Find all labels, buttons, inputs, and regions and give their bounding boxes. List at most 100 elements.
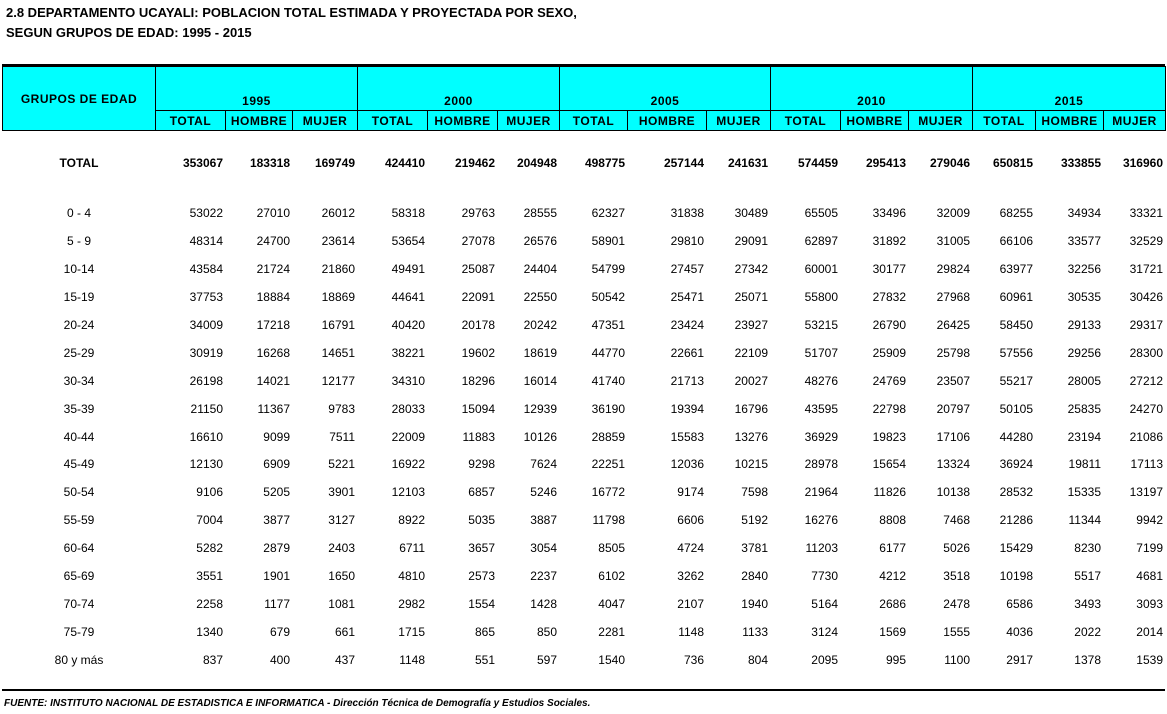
cell-value: 29091 xyxy=(734,233,768,248)
cell-value: 4681 xyxy=(1136,569,1163,584)
cell-value: 27342 xyxy=(734,261,768,276)
cell-value: 15583 xyxy=(670,429,704,444)
cell-value: 1540 xyxy=(598,653,625,668)
cell-value: 19823 xyxy=(872,429,906,444)
footer-rule xyxy=(2,689,1165,691)
total-value: 241631 xyxy=(727,156,768,170)
cell-value: 1148 xyxy=(399,653,425,668)
cell-value: 3901 xyxy=(328,485,355,500)
column-header: TOTAL xyxy=(357,110,428,131)
cell-value: 2014 xyxy=(1136,625,1163,640)
cell-value: 3493 xyxy=(1074,597,1101,612)
cell-value: 29133 xyxy=(1067,317,1101,332)
cell-value: 12177 xyxy=(321,373,355,388)
cell-value: 49491 xyxy=(391,261,425,276)
cell-value: 22091 xyxy=(461,289,495,304)
cell-value: 38221 xyxy=(391,345,425,360)
cell-value: 7468 xyxy=(943,513,970,528)
cell-value: 850 xyxy=(536,625,557,640)
cell-value: 10198 xyxy=(999,569,1033,584)
cell-value: 14021 xyxy=(256,373,290,388)
age-label: 45-49 xyxy=(63,457,95,472)
cell-value: 48276 xyxy=(804,373,838,388)
cell-value: 44280 xyxy=(999,429,1033,444)
cell-value: 16610 xyxy=(189,429,223,444)
cell-value: 1539 xyxy=(1136,653,1163,668)
cell-value: 28532 xyxy=(999,485,1033,500)
cell-value: 20797 xyxy=(936,401,970,416)
total-value: 183318 xyxy=(249,156,290,170)
cell-value: 29824 xyxy=(936,261,970,276)
cell-value: 29810 xyxy=(670,233,704,248)
cell-value: 7199 xyxy=(1136,541,1163,556)
total-value: 257144 xyxy=(663,156,704,170)
cell-value: 679 xyxy=(269,625,290,640)
cell-value: 865 xyxy=(474,625,495,640)
cell-value: 28033 xyxy=(391,401,425,416)
cell-value: 29256 xyxy=(1067,345,1101,360)
cell-value: 6606 xyxy=(677,513,704,528)
cell-value: 3657 xyxy=(468,541,495,556)
cell-value: 661 xyxy=(334,625,355,640)
cell-value: 3877 xyxy=(263,513,290,528)
cell-value: 15654 xyxy=(872,457,906,472)
cell-value: 40420 xyxy=(391,317,425,332)
cell-value: 31005 xyxy=(936,233,970,248)
total-value: 424410 xyxy=(384,156,425,170)
cell-value: 54799 xyxy=(591,261,625,276)
cell-value: 20242 xyxy=(523,317,557,332)
cell-value: 16276 xyxy=(804,513,838,528)
cell-value: 62327 xyxy=(591,206,625,220)
year-header: 2000 xyxy=(357,66,560,111)
column-header: HOMBRE xyxy=(225,110,293,131)
cell-value: 5221 xyxy=(328,457,355,472)
cell-value: 8922 xyxy=(398,513,425,528)
cell-value: 26198 xyxy=(189,373,223,388)
column-header: HOMBRE xyxy=(1035,110,1104,131)
cell-value: 12130 xyxy=(189,457,223,472)
cell-value: 1133 xyxy=(742,625,768,640)
cell-value: 19811 xyxy=(1068,457,1101,472)
cell-value: 44641 xyxy=(391,289,425,304)
cell-value: 837 xyxy=(202,653,223,668)
cell-value: 6102 xyxy=(598,569,625,584)
cell-value: 1148 xyxy=(678,625,704,640)
cell-value: 13197 xyxy=(1129,485,1163,500)
cell-value: 32009 xyxy=(936,206,970,220)
cell-value: 21086 xyxy=(1129,429,1163,444)
age-label: 15-19 xyxy=(63,289,95,304)
cell-value: 28300 xyxy=(1129,345,1163,360)
source-note: FUENTE: INSTITUTO NACIONAL DE ESTADISTIC… xyxy=(4,698,591,709)
total-label: TOTAL xyxy=(59,156,99,170)
cell-value: 25471 xyxy=(670,289,704,304)
column-header: MUJER xyxy=(1103,110,1166,131)
cell-value: 804 xyxy=(747,653,768,668)
age-label: 70-74 xyxy=(63,597,95,612)
cell-value: 30177 xyxy=(872,261,906,276)
column-header: HOMBRE xyxy=(427,110,498,131)
cell-value: 47351 xyxy=(591,317,625,332)
cell-value: 3093 xyxy=(1136,597,1163,612)
cell-value: 66106 xyxy=(999,233,1033,248)
cell-value: 1378 xyxy=(1074,653,1101,668)
cell-value: 18296 xyxy=(461,373,495,388)
cell-value: 2095 xyxy=(811,653,838,668)
column-header: MUJER xyxy=(292,110,358,131)
cell-value: 3781 xyxy=(741,541,768,556)
cell-value: 995 xyxy=(885,653,906,668)
cell-value: 7004 xyxy=(196,513,223,528)
cell-value: 34009 xyxy=(189,317,223,332)
cell-value: 551 xyxy=(474,653,495,668)
cell-value: 26790 xyxy=(872,317,906,332)
age-label: 35-39 xyxy=(63,401,95,416)
cell-value: 4036 xyxy=(1006,625,1033,640)
cell-value: 30489 xyxy=(734,206,768,220)
cell-value: 27968 xyxy=(936,289,970,304)
cell-value: 25798 xyxy=(936,345,970,360)
cell-value: 5192 xyxy=(741,513,768,528)
cell-value: 1177 xyxy=(264,597,290,612)
cell-value: 2686 xyxy=(879,597,906,612)
cell-value: 4047 xyxy=(598,597,625,612)
cell-value: 12939 xyxy=(523,401,557,416)
header-label: GRUPOS DE EDAD xyxy=(2,66,156,131)
